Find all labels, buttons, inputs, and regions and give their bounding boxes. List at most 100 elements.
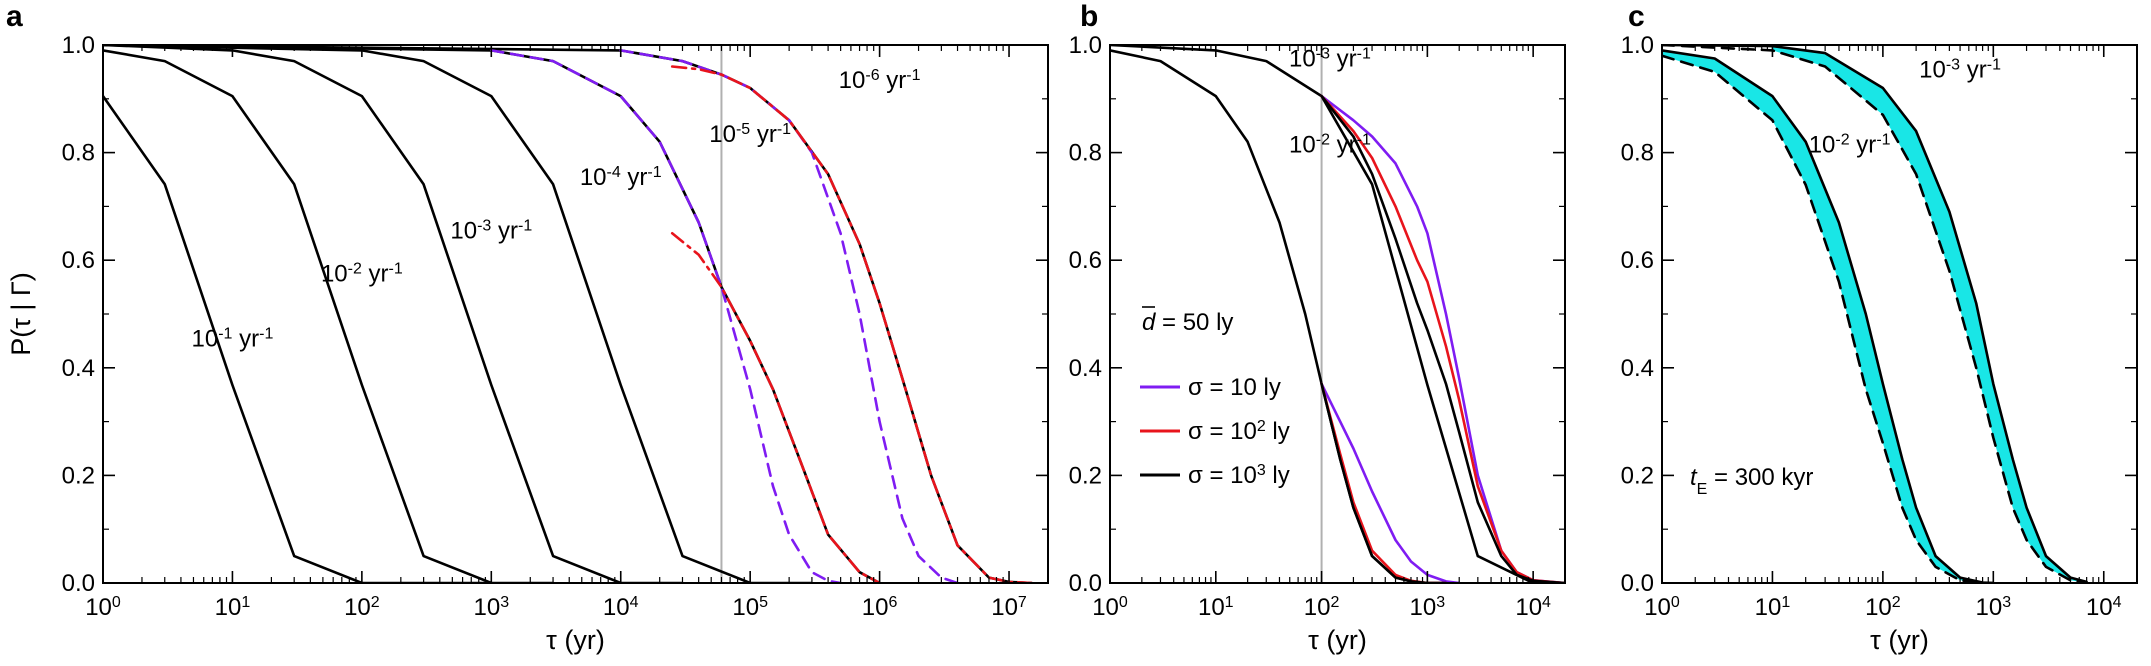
x-tick-label-exp: 4 (1542, 594, 1551, 611)
series-c-0 (1662, 49, 1995, 583)
y-tick-label-b-1: 0.2 (1069, 462, 1102, 489)
rate-unit-exp: -1 (906, 67, 920, 84)
series-c-2 (1662, 45, 2088, 583)
x-tick-label-base: 10 (991, 594, 1018, 621)
x-tick-label-base: 10 (1198, 594, 1225, 621)
series-a-6 (490, 49, 842, 583)
rate-unit-exp: -1 (647, 163, 661, 180)
x-tick-label-a-2: 102 (344, 594, 380, 622)
rate-label-a-4: 10-5 yr-1 (709, 120, 791, 148)
x-axis-title-b: τ (yr) (1308, 625, 1367, 655)
legend-sup: 2 (1257, 418, 1266, 435)
rate-base: 10 (321, 261, 348, 288)
rate-unit-exp: -1 (518, 217, 532, 234)
series-a-3 (103, 45, 814, 583)
series-a-8 (670, 232, 881, 583)
plot-frame-a (102, 44, 1049, 584)
x-tick-label-exp: 4 (2113, 594, 2122, 611)
y-tick-label-b-3: 0.6 (1069, 247, 1102, 274)
x-tick-label-base: 10 (85, 594, 112, 621)
legend-suffix: ly (1266, 462, 1290, 489)
time-text: = 300 kyr (1707, 464, 1813, 491)
x-tick-label-exp: 2 (1892, 594, 1901, 611)
x-tick-label-base: 10 (732, 594, 759, 621)
legend-label-0: σ = 10 ly (1188, 374, 1281, 401)
series-a-5 (103, 45, 1034, 583)
x-tick-label-c-2: 102 (1865, 594, 1901, 622)
x-tick-label-exp: 3 (2002, 594, 2011, 611)
x-tick-label-a-4: 104 (603, 594, 639, 622)
x-tick-label-exp: 0 (112, 594, 121, 611)
x-tick-label-a-7: 107 (991, 594, 1027, 622)
rate-unit-exp: -1 (777, 120, 791, 137)
rate-base: 10 (450, 218, 477, 245)
y-tick-label-a-4: 0.8 (62, 140, 95, 167)
x-tick-label-a-3: 103 (473, 594, 509, 622)
x-tick-label-exp: 3 (1436, 594, 1445, 611)
x-tick-label-exp: 1 (241, 594, 250, 611)
rate-unit-exp: -1 (1987, 56, 2001, 73)
y-axis-title-a: P(τ | Γ) (6, 272, 36, 356)
x-tick-label-exp: 0 (1119, 594, 1128, 611)
x-tick-label-base: 10 (1865, 594, 1892, 621)
y-tick-label-c-2: 0.4 (1621, 355, 1654, 382)
extinction-time-label: tE = 300 kyr (1690, 464, 1813, 498)
panel-letter-c: c (1628, 0, 1645, 33)
y-tick-label-c-1: 0.2 (1621, 462, 1654, 489)
rate-base: 10 (1289, 132, 1316, 159)
series-b-7 (1320, 382, 1448, 583)
plot-area-a (103, 45, 1034, 583)
x-tick-label-c-0: 100 (1644, 594, 1680, 622)
series-a-2 (103, 45, 684, 583)
rate-unit: yr (232, 325, 259, 352)
y-tick-label-c-3: 0.6 (1621, 247, 1654, 274)
time-sub: E (1697, 481, 1708, 498)
legend-label-1: σ = 102 ly (1188, 418, 1290, 446)
rate-unit-exp: -1 (259, 325, 273, 342)
x-tick-label-b-1: 101 (1198, 594, 1234, 622)
panel-letter-b: b (1080, 0, 1098, 33)
rate-exp: -5 (736, 120, 750, 137)
x-tick-label-exp: 1 (1225, 594, 1234, 611)
x-axis-title-a: τ (yr) (546, 625, 605, 655)
x-tick-label-base: 10 (473, 594, 500, 621)
x-tick-label-base: 10 (1304, 594, 1331, 621)
y-tick-label-b-2: 0.4 (1069, 355, 1102, 382)
rate-unit: yr (880, 67, 907, 94)
series-c-3 (1662, 45, 2088, 583)
rate-label-b-0: 10-3 yr-1 (1289, 45, 1371, 73)
x-tick-label-base: 10 (344, 594, 371, 621)
y-tick-label-c-4: 0.8 (1621, 140, 1654, 167)
mean-distance-label: d = 50 ly (1142, 309, 1233, 336)
x-tick-label-exp: 1 (1781, 594, 1790, 611)
rate-base: 10 (580, 164, 607, 191)
x-tick-label-base: 10 (1515, 594, 1542, 621)
x-tick-label-b-4: 104 (1515, 594, 1551, 622)
rate-base: 10 (1289, 46, 1316, 73)
rate-unit: yr (750, 121, 777, 148)
rate-base: 10 (709, 121, 736, 148)
rate-label-a-5: 10-6 yr-1 (839, 67, 921, 95)
x-tick-label-a-5: 105 (732, 594, 768, 622)
x-tick-label-a-0: 100 (85, 594, 121, 622)
x-tick-label-exp: 6 (889, 594, 898, 611)
rate-base: 10 (192, 325, 219, 352)
rate-base: 10 (1919, 56, 1946, 83)
rate-exp: -2 (1316, 131, 1330, 148)
x-tick-label-a-1: 101 (215, 594, 251, 622)
y-tick-label-a-5: 1.0 (62, 32, 95, 59)
x-tick-label-exp: 5 (759, 594, 768, 611)
x-tick-label-exp: 2 (1330, 594, 1339, 611)
rate-unit: yr (621, 164, 648, 191)
x-tick-label-exp: 4 (630, 594, 639, 611)
x-tick-label-a-6: 106 (862, 594, 898, 622)
y-tick-label-b-5: 1.0 (1069, 32, 1102, 59)
rate-base: 10 (839, 67, 866, 94)
series-a-9 (670, 65, 1034, 583)
legend-text: σ = 10 ly (1188, 374, 1281, 401)
rate-label-c-0: 10-3 yr-1 (1919, 56, 2001, 84)
band-c-0 (1662, 50, 1994, 583)
rate-unit: yr (1330, 46, 1357, 73)
